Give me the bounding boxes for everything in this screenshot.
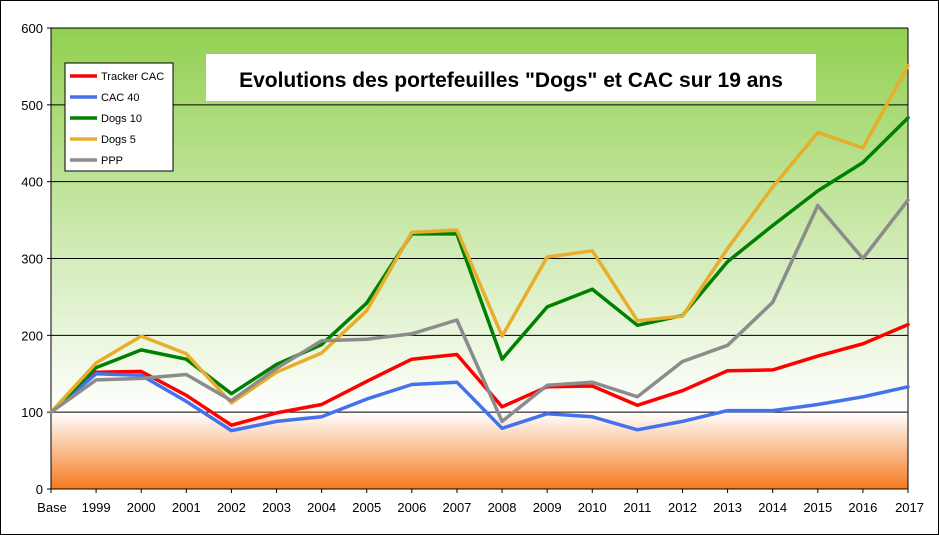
legend-entry: Dogs 10: [101, 113, 142, 125]
x-tick-label: 2006: [397, 500, 426, 515]
x-tick-label: 2002: [217, 500, 246, 515]
x-tick-label: 2000: [127, 500, 156, 515]
y-tick-label: 0: [36, 482, 43, 497]
series-line: [49, 322, 910, 427]
x-tick-label: 2015: [803, 500, 832, 515]
y-tick-label: 400: [21, 175, 43, 190]
series-lines: [49, 63, 910, 433]
axes: [47, 27, 909, 493]
legend: Tracker CAC CAC 40 Dogs 10 Dogs 5 PPP: [64, 62, 174, 172]
legend-entry: Tracker CAC: [101, 71, 164, 83]
chart-title-box: Evolutions des portefeuilles "Dogs" et C…: [206, 54, 816, 101]
legend-entry: Dogs 5: [101, 134, 136, 146]
y-tick-labels: 0 100 200 300 400 500 600: [21, 21, 43, 497]
y-tick-label: 600: [21, 21, 43, 36]
series-line: [49, 198, 910, 424]
x-tick-label: 2012: [668, 500, 697, 515]
x-tick-label: 2005: [352, 500, 381, 515]
series-line: [49, 116, 910, 414]
x-tick-label: 1999: [82, 500, 111, 515]
x-tick-label: 2009: [533, 500, 562, 515]
y-tick-label: 500: [21, 98, 43, 113]
x-tick-label: 2003: [262, 500, 291, 515]
x-tick-label: 2011: [623, 500, 651, 515]
x-tick-label: 2004: [307, 500, 336, 515]
x-tick-label: 2016: [848, 500, 877, 515]
x-tick-label: Base: [37, 500, 67, 515]
x-tick-label: 2010: [578, 500, 607, 515]
x-tick-label: 2007: [442, 500, 471, 515]
legend-entry: CAC 40: [101, 92, 140, 104]
x-tick-label: 2001: [172, 500, 201, 515]
series-line: [49, 372, 910, 433]
y-tick-label: 300: [21, 252, 43, 267]
x-tick-labels: Base 1999 2000 2001 2002 2003 2004 2005 2006 2007…: [37, 500, 924, 515]
x-tick-label: 2013: [713, 500, 742, 515]
x-tick-label: 2008: [488, 500, 517, 515]
legend-entry: PPP: [101, 155, 123, 167]
x-tick-label: 2017: [895, 500, 924, 515]
y-tick-label: 100: [21, 405, 43, 420]
title-background: [206, 54, 816, 101]
plot-background-lower: [51, 412, 908, 489]
x-tick-label: 2014: [758, 500, 787, 515]
y-tick-label: 200: [21, 328, 43, 343]
chart-title: Evolutions des portefeuilles "Dogs" et C…: [239, 69, 783, 92]
series-line: [49, 63, 910, 414]
